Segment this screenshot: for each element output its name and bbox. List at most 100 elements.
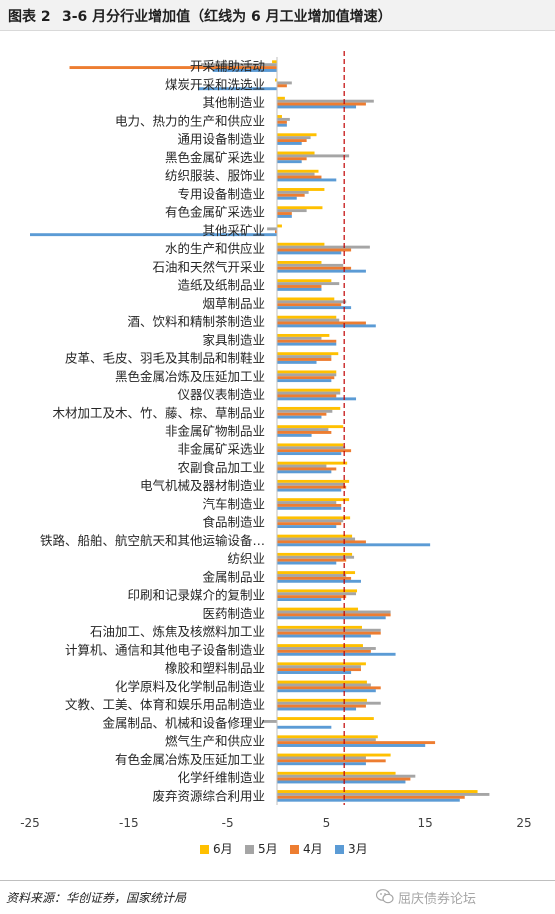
- bar-3月-33: [277, 652, 396, 656]
- bar-6月-30: [277, 589, 358, 593]
- category-label: 烟草制品业: [202, 296, 265, 311]
- category-label: 仪器仪表制造业: [177, 387, 265, 402]
- bar-5月-25: [277, 501, 337, 504]
- bar-6月-2: [275, 78, 277, 82]
- bar-5月-22: [277, 446, 346, 450]
- bar-6月-21: [277, 425, 344, 429]
- x-tick-label: 5: [323, 816, 331, 830]
- legend-swatch-3月: [335, 845, 344, 854]
- category-label: 通用设备制造业: [177, 132, 265, 147]
- category-label: 石油和天然气开采业: [152, 259, 265, 274]
- bar-6月-25: [277, 498, 350, 502]
- category-label: 电气机械及器材制造业: [140, 478, 265, 493]
- category-label: 印刷和记录媒介的复制业: [127, 588, 265, 603]
- bar-3月-17: [277, 360, 317, 364]
- bar-4月-26: [277, 522, 342, 526]
- bar-5月-21: [277, 428, 329, 431]
- bar-6月-27: [277, 534, 353, 538]
- bar-4月-15: [277, 321, 366, 325]
- bar-5月-18: [277, 373, 337, 377]
- bar-5月-5: [277, 136, 311, 140]
- category-label: 其他采矿业: [202, 223, 265, 238]
- bar-3月-8: [277, 196, 297, 200]
- bar-5月-29: [277, 574, 347, 577]
- bar-6月-24: [277, 479, 350, 483]
- bar-3月-25: [277, 506, 342, 510]
- bar-5月-30: [277, 592, 357, 596]
- category-label: 橡胶和塑料制品业: [165, 661, 265, 676]
- bar-4月-33: [277, 649, 371, 653]
- category-label: 医药制造业: [202, 606, 265, 621]
- category-label: 电力、热力的生产和供应业: [115, 113, 265, 128]
- bar-3月-21: [277, 433, 312, 437]
- bar-5月-34: [277, 665, 361, 669]
- category-label: 铁路、船舶、航空航天和其他运输设备…: [40, 533, 265, 548]
- category-label: 有色金属矿采选业: [165, 205, 265, 220]
- bar-5月-26: [277, 519, 344, 523]
- bar-3月-41: [277, 798, 460, 802]
- x-tick-labels: -25 -15 -5 5 15 25: [20, 816, 531, 830]
- bar-6月-13: [277, 279, 332, 283]
- bar-6月-8: [277, 188, 325, 191]
- bar-6月-15: [277, 315, 337, 319]
- figure-header: 图表 2 3-6 月分行业增加值（红线为 6 月工业增加值增速）: [0, 0, 555, 31]
- bar-3月-35: [277, 689, 376, 693]
- industry-value-added-chart: 开采辅助活动煤炭开采和洗选业其他制造业电力、热力的生产和供应业通用设备制造业黑色…: [20, 51, 532, 856]
- bar-6月-33: [277, 644, 363, 648]
- bar-4月-25: [277, 503, 342, 507]
- category-labels: 开采辅助活动煤炭开采和洗选业其他制造业电力、热力的生产和供应业通用设备制造业黑色…: [40, 59, 265, 804]
- bar-3月-28: [277, 561, 337, 565]
- bar-3月-6: [277, 160, 302, 164]
- bar-4月-34: [277, 668, 361, 672]
- bar-6月-39: [277, 753, 391, 757]
- legend-swatch-4月: [290, 845, 299, 854]
- bar-3月-29: [277, 579, 361, 583]
- bar-4月-11: [277, 248, 352, 252]
- bar-6月-26: [277, 516, 351, 520]
- category-label: 汽车制造业: [202, 497, 265, 512]
- figure-footer: 资料来源：华创证券，国家统计局 屈庆债券论坛: [0, 880, 555, 914]
- bar-4月-27: [277, 540, 366, 544]
- x-tick-label: -15: [119, 816, 139, 830]
- category-label: 废弃资源综合利用业: [152, 788, 265, 803]
- bar-4月-30: [277, 595, 347, 599]
- x-tick-label: -25: [20, 816, 40, 830]
- category-label: 专用设备制造业: [177, 186, 265, 201]
- bar-6月-37: [277, 717, 374, 720]
- bar-5月-39: [277, 756, 366, 760]
- bar-3月-40: [277, 780, 406, 784]
- legend-swatch-5月: [245, 845, 254, 854]
- bar-4月-9: [277, 212, 292, 215]
- bar-4月-13: [277, 285, 322, 288]
- bar-5月-41: [277, 792, 490, 796]
- category-label: 燃气生产和供应业: [165, 734, 265, 749]
- bar-5月-13: [277, 282, 340, 286]
- bar-3月-9: [277, 214, 292, 218]
- bar-5月-11: [277, 245, 370, 249]
- watermark: 屈庆债券论坛: [398, 892, 477, 907]
- bar-6月-41: [277, 790, 478, 793]
- bar-3月-10: [30, 233, 277, 237]
- bar-6月-32: [277, 625, 362, 629]
- bar-4月-6: [277, 157, 307, 161]
- bar-3月-14: [277, 306, 352, 310]
- bar-3月-23: [277, 470, 332, 474]
- bar-6月-18: [277, 370, 337, 374]
- bar-5月-20: [277, 409, 333, 413]
- category-label: 有色金属冶炼及压延加工业: [115, 752, 265, 767]
- bar-6月-4: [277, 115, 282, 118]
- bar-6月-9: [277, 206, 323, 210]
- bar-6月-36: [277, 698, 367, 702]
- bar-3月-32: [277, 634, 371, 638]
- category-label: 木材加工及木、竹、藤、棕、草制品业: [52, 405, 265, 420]
- bar-4月-39: [277, 759, 386, 763]
- bar-5月-2: [277, 81, 292, 85]
- bar-5月-24: [277, 482, 345, 486]
- bar-5月-38: [277, 738, 376, 742]
- bar-6月-6: [277, 151, 315, 155]
- legend-swatch-6月: [200, 845, 209, 854]
- category-label: 化学纤维制造业: [177, 770, 265, 785]
- bar-4月-19: [277, 394, 337, 398]
- bar-5月-28: [277, 555, 355, 559]
- bar-3月-15: [277, 324, 376, 328]
